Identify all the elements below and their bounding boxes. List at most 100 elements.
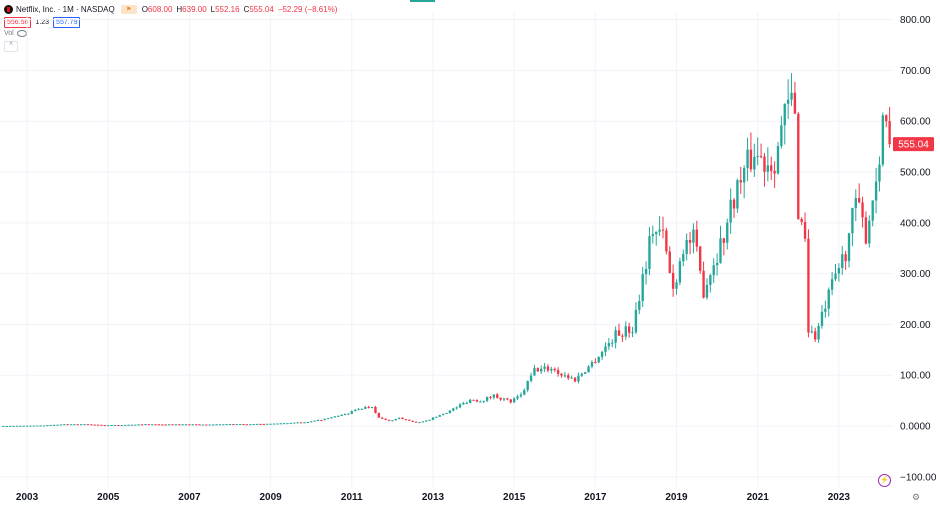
candle-body <box>2 425 5 427</box>
candle-body <box>621 335 624 337</box>
y-tick-label: 600.00 <box>900 117 931 128</box>
candle-body <box>627 326 631 333</box>
candle-body <box>161 424 164 426</box>
candle-body <box>634 309 638 333</box>
last-price-badge <box>893 137 934 152</box>
candle-body <box>452 408 455 411</box>
candle-body <box>712 265 715 276</box>
ohlc-low: L552.16 <box>211 5 240 14</box>
candle-body <box>624 326 627 337</box>
candle-body <box>780 125 783 147</box>
buy-price-button[interactable]: 557.79 <box>53 16 81 28</box>
candle-body <box>587 366 590 373</box>
candle-body <box>661 229 665 231</box>
candle-body <box>421 421 425 423</box>
x-tick-label: 2015 <box>503 492 526 503</box>
candle-body <box>540 368 543 372</box>
candle-body <box>296 422 299 424</box>
candle-body <box>644 268 648 275</box>
candle-body <box>759 156 763 158</box>
candle-body <box>167 424 171 426</box>
candle-body <box>756 156 759 158</box>
candle-body <box>425 420 428 422</box>
lightning-icon[interactable]: ⚡ <box>878 474 891 487</box>
candle-body <box>103 425 107 427</box>
volume-legend[interactable]: Vol <box>4 30 27 37</box>
candle-body <box>523 390 526 395</box>
symbol-title[interactable]: Netflix, Inc. · 1M · NASDAQ <box>16 4 115 14</box>
high-value: 639.00 <box>182 4 207 14</box>
last-price-label: 555.04 <box>898 140 929 151</box>
candle-body <box>888 121 891 145</box>
candle-body <box>353 409 357 412</box>
candle-body <box>52 424 56 426</box>
candle-body <box>377 412 381 418</box>
candle-body <box>32 425 36 427</box>
candle-body <box>749 149 753 170</box>
candle-body <box>671 272 675 289</box>
candle-body <box>123 424 127 426</box>
candle-body <box>590 362 594 367</box>
candle-body <box>137 424 140 426</box>
candle-body <box>462 403 465 405</box>
candle-body <box>364 407 367 409</box>
gear-icon[interactable]: ⚙ <box>912 492 921 502</box>
candle-body <box>282 423 286 425</box>
candle-body <box>279 423 282 425</box>
candle-body <box>303 422 306 424</box>
top-toolbar-marker <box>410 0 435 2</box>
candle-body <box>688 240 692 243</box>
candle-body <box>682 253 685 262</box>
volume-label: Vol <box>4 30 14 37</box>
y-tick-label: 800.00 <box>900 15 931 26</box>
candle-body <box>827 289 830 309</box>
open-key: O <box>141 4 148 14</box>
candle-body <box>8 425 12 427</box>
candle-body <box>435 416 438 418</box>
candle-body <box>837 268 841 274</box>
candle-body <box>232 424 235 426</box>
candle-body <box>502 398 506 400</box>
y-tick-label: 200.00 <box>900 320 931 331</box>
candle-body <box>235 424 238 426</box>
candle-body <box>255 423 259 425</box>
y-tick-label: 400.00 <box>900 218 931 229</box>
candle-body <box>316 419 320 421</box>
candle-body <box>127 424 130 426</box>
eye-icon[interactable] <box>16 30 27 37</box>
x-tick-label: 2009 <box>259 492 282 503</box>
candle-body <box>411 420 414 422</box>
candle-body <box>800 218 803 222</box>
sell-price-button[interactable]: 556.56 <box>4 16 32 28</box>
candle-body <box>492 394 496 398</box>
candle-body <box>742 168 746 183</box>
collapse-legend-button[interactable]: ^ <box>4 41 18 52</box>
candle-body <box>543 366 546 369</box>
y-tick-label: 100.00 <box>900 371 931 382</box>
candle-body <box>851 207 854 234</box>
candle-body <box>113 425 117 427</box>
x-tick-label: 2021 <box>747 492 770 503</box>
candle-body <box>770 165 773 171</box>
x-tick-label: 2005 <box>97 492 120 503</box>
candle-body <box>556 370 560 374</box>
candle-body <box>702 270 705 298</box>
flag-icon[interactable]: ⚑ <box>120 4 137 14</box>
candle-body <box>465 402 468 404</box>
x-tick-label: 2003 <box>16 492 39 503</box>
candle-body <box>655 231 658 235</box>
candle-body <box>861 202 864 218</box>
grid-lines <box>0 12 893 487</box>
candle-body <box>174 424 178 426</box>
candle-body <box>448 410 452 413</box>
candle-body <box>208 424 211 426</box>
candle-body <box>154 424 157 426</box>
ohlc-close: C555.04 <box>244 5 274 14</box>
candle-body <box>857 198 861 203</box>
candle-body <box>614 330 617 343</box>
candle-body <box>330 417 333 419</box>
change-value: −52.29 (−8.61%) <box>277 4 338 14</box>
candle-body <box>289 422 293 424</box>
candle-body <box>526 380 529 391</box>
